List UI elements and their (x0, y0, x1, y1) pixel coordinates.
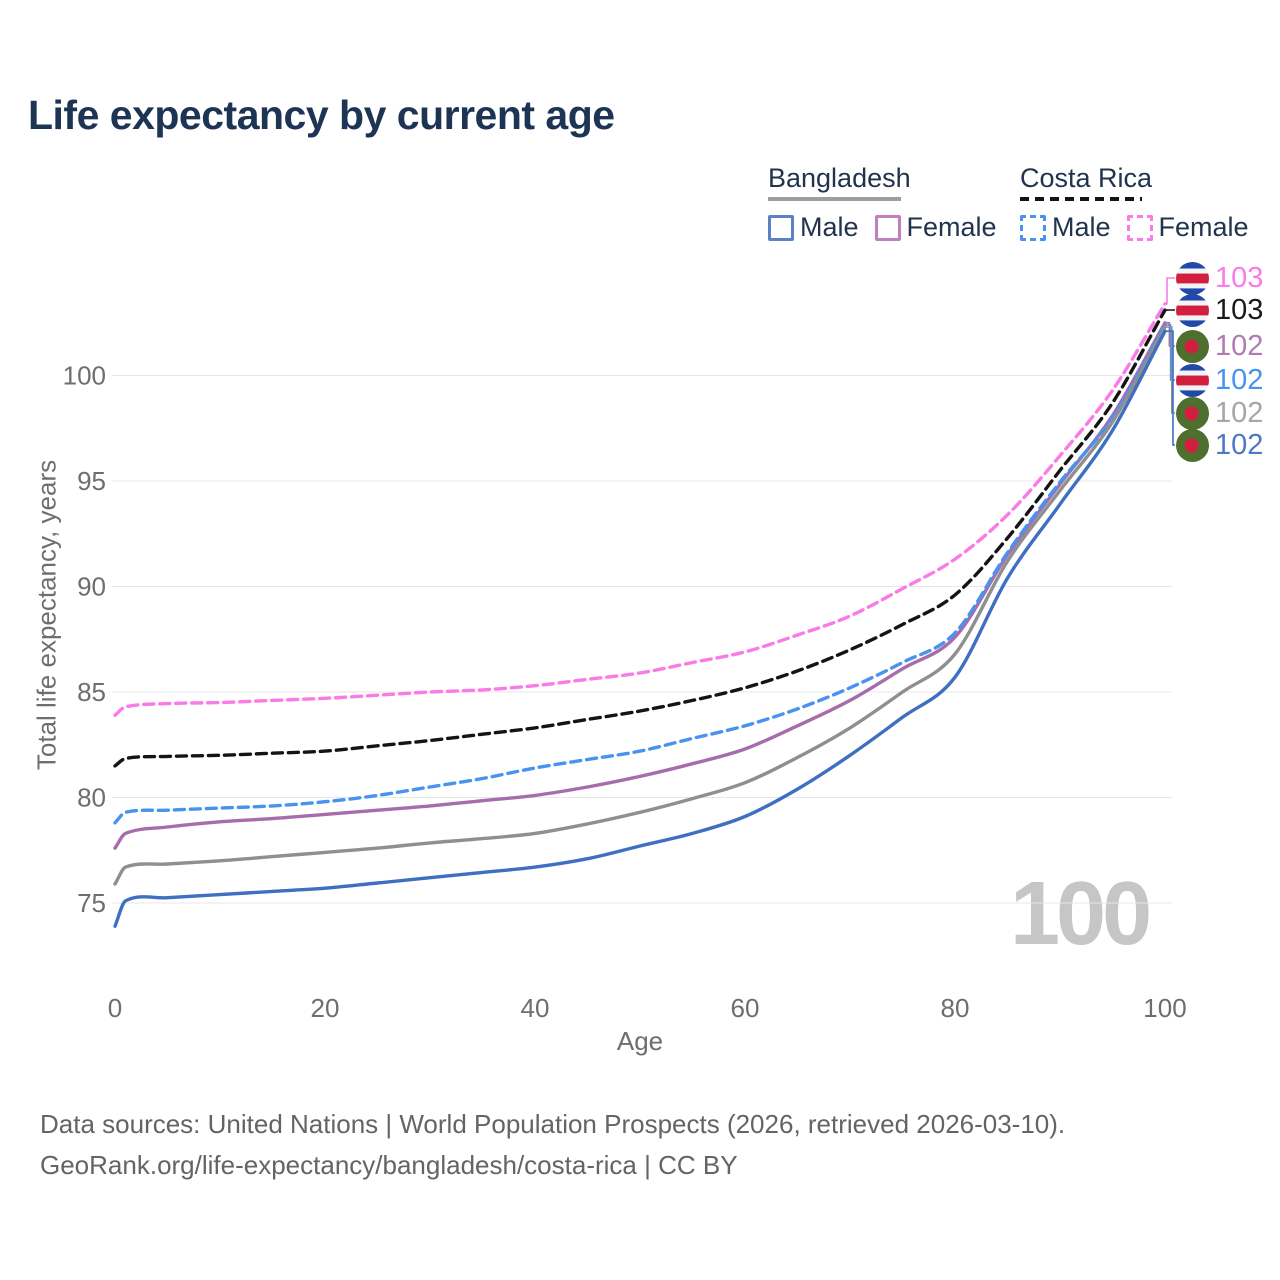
series-line-bangladesh-female (113, 321, 1167, 850)
end-label-row: 102 (1176, 363, 1263, 397)
footer: Data sources: United Nations | World Pop… (40, 1104, 1065, 1186)
costa-rica-flag-icon (1176, 293, 1209, 327)
end-label-row: 102 (1176, 329, 1263, 363)
x-tick-label: 40 (521, 993, 550, 1023)
series-line-bangladesh-both-sexes (113, 325, 1167, 886)
legend-swatch-bangladesh-female (874, 214, 901, 241)
legend-country-label: Bangladesh (768, 163, 911, 193)
bangladesh-flag-icon (1176, 329, 1209, 363)
legend-underline-dashed (1020, 197, 1142, 201)
end-label-row: 102 (1176, 428, 1263, 462)
end-label-row: 102 (1176, 396, 1263, 430)
costa-rica-flag-icon (1176, 363, 1209, 397)
legend-swatch-costa-rica-male (1020, 214, 1046, 241)
footer-source-line: Data sources: United Nations | World Pop… (40, 1109, 1066, 1139)
bangladesh-flag-icon (1176, 428, 1209, 462)
series-line-costa-rica-both-sexes (113, 308, 1167, 768)
end-label-row: 103 (1176, 261, 1263, 295)
page-title: Life expectancy by current age (28, 92, 615, 138)
end-label-value: 102 (1215, 363, 1264, 396)
bangladesh-flag-icon (1176, 396, 1209, 430)
x-tick-label: 80 (941, 993, 970, 1023)
legend-swatch-costa-rica-female (1126, 214, 1153, 241)
current-age-watermark: 100 (1010, 864, 1152, 964)
end-label-value: 103 (1215, 293, 1264, 326)
x-tick-label: 100 (1143, 993, 1186, 1023)
series-line-costa-rica-male (113, 323, 1167, 825)
legend-underline-solid (768, 197, 901, 201)
y-tick-label: 85 (77, 677, 106, 707)
end-label-value: 102 (1215, 428, 1264, 461)
end-label-value: 103 (1215, 261, 1264, 294)
y-tick-label: 75 (77, 888, 106, 918)
legend-country-label: Costa Rica (1020, 163, 1153, 193)
end-label-value: 102 (1215, 396, 1264, 429)
y-tick-label: 100 (63, 361, 106, 391)
y-tick-label: 80 (77, 783, 106, 813)
x-axis-title: Age (616, 1026, 664, 1056)
series-line-costa-rica-female (113, 302, 1167, 717)
legend-group-costa-rica: Costa Rica Male Female (1020, 163, 1265, 243)
x-tick-label: 20 (311, 993, 340, 1023)
legend-item-label: Female (906, 212, 997, 242)
footer-license-line: GeoRank.org/life-expectancy/bangladesh/c… (40, 1150, 738, 1180)
y-tick-label: 95 (77, 466, 106, 496)
legend-swatch-bangladesh-male (768, 214, 794, 241)
x-tick-label: 60 (731, 993, 760, 1023)
series-line-bangladesh-male (113, 329, 1167, 928)
y-tick-label: 90 (77, 572, 106, 602)
costa-rica-flag-icon (1176, 261, 1209, 295)
y-axis-title: Total life expectancy, years (31, 459, 62, 771)
legend-item-label: Female (1158, 212, 1249, 242)
end-label-connector (1165, 330, 1175, 446)
legend-item-label: Male (800, 212, 859, 242)
legend-item-label: Male (1052, 212, 1111, 242)
end-label-value: 102 (1215, 329, 1264, 362)
end-label-row: 103 (1176, 293, 1263, 327)
x-tick-label: 0 (108, 993, 122, 1023)
end-label-connector (1165, 277, 1175, 305)
legend-group-bangladesh: Bangladesh Male Female (768, 163, 1013, 243)
